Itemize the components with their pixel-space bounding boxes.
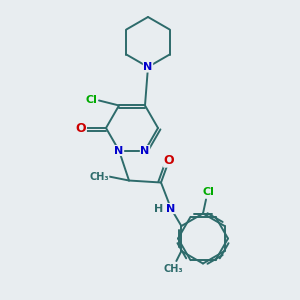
Text: Cl: Cl: [202, 187, 214, 196]
Text: O: O: [164, 154, 174, 167]
Text: N: N: [167, 203, 176, 214]
Text: O: O: [76, 122, 86, 134]
Text: Cl: Cl: [85, 95, 97, 106]
Text: CH₃: CH₃: [164, 264, 183, 274]
Text: N: N: [143, 62, 153, 72]
Text: CH₃: CH₃: [89, 172, 109, 182]
Text: N: N: [114, 146, 124, 155]
Text: N: N: [140, 146, 150, 155]
Text: H: H: [154, 203, 164, 214]
